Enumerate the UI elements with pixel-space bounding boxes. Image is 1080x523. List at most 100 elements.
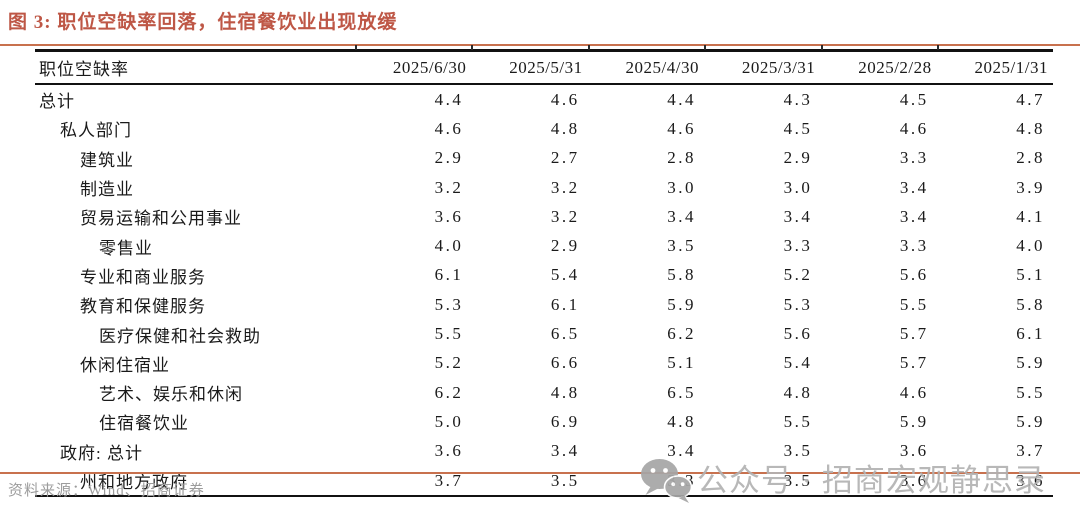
table-row: 休闲住宿业 5.2 6.6 5.1 5.4 5.7 5.9 xyxy=(35,349,1053,378)
cell-value: 2.8 xyxy=(667,148,696,168)
cell-value: 4.0 xyxy=(1016,236,1045,256)
watermark-text: 公众号 · 招商宏观静思录 xyxy=(697,463,1046,498)
column-tick xyxy=(588,45,590,50)
cell-value: 4.3 xyxy=(783,89,813,109)
cell-value: 4.4 xyxy=(434,89,464,109)
cell-value: 3.0 xyxy=(667,177,696,197)
cell-value: 4.6 xyxy=(667,118,696,138)
cell-value: 2.9 xyxy=(783,148,813,168)
table-row: 建筑业 2.9 2.7 2.8 2.9 3.3 2.8 xyxy=(35,144,1053,173)
column-tick xyxy=(471,45,473,50)
cell-value: 6.1 xyxy=(1016,324,1045,344)
cell-value: 5.6 xyxy=(783,324,813,344)
column-header-date-5: 2025/1/31 xyxy=(936,50,1053,85)
cell-value: 3.4 xyxy=(899,206,929,226)
wechat-icon xyxy=(641,459,692,503)
table-row: 医疗保健和社会救助 5.5 6.5 6.2 5.6 5.7 6.1 xyxy=(35,319,1053,348)
table-row: 零售业 4.0 2.9 3.5 3.3 3.3 4.0 xyxy=(35,231,1053,260)
cell-value: 3.4 xyxy=(667,206,696,226)
table-row: 贸易运输和公用事业 3.6 3.2 3.4 3.4 3.4 4.1 xyxy=(35,202,1053,231)
row-label: 医疗保健和社会救助 xyxy=(99,326,261,346)
cell-value: 4.7 xyxy=(1016,89,1045,109)
header-row: 职位空缺率 2025/6/30 2025/5/31 2025/4/30 2025/3/… xyxy=(35,50,1053,85)
table-header: 职位空缺率 2025/6/30 2025/5/31 2025/4/30 2025/3/… xyxy=(35,50,1053,85)
cell-value: 5.7 xyxy=(899,324,929,344)
vacancy-rate-table: 职位空缺率 2025/6/30 2025/5/31 2025/4/30 2025/3/… xyxy=(35,49,1053,498)
cell-value: 4.8 xyxy=(550,118,580,138)
row-label: 休闲住宿业 xyxy=(80,355,170,375)
row-label: 总计 xyxy=(39,92,75,112)
table-row: 住宿餐饮业 5.0 6.9 4.8 5.5 5.9 5.9 xyxy=(35,407,1053,436)
cell-value: 6.5 xyxy=(667,382,696,402)
row-label: 教育和保健服务 xyxy=(80,297,206,317)
cell-value: 4.6 xyxy=(899,382,929,402)
row-label: 私人部门 xyxy=(60,121,132,141)
cell-value: 3.2 xyxy=(550,177,580,197)
cell-value: 5.0 xyxy=(434,411,464,431)
cell-value: 3.0 xyxy=(783,177,813,197)
table-row: 私人部门 4.6 4.8 4.6 4.5 4.6 4.8 xyxy=(35,114,1053,143)
cell-value: 5.2 xyxy=(434,353,464,373)
cell-value: 4.5 xyxy=(899,89,929,109)
cell-value: 4.5 xyxy=(783,118,813,138)
cell-value: 3.9 xyxy=(1016,177,1045,197)
cell-value: 5.4 xyxy=(783,353,813,373)
cell-value: 5.5 xyxy=(783,411,813,431)
bottom-accent-rule xyxy=(0,472,1080,474)
cell-value: 5.6 xyxy=(899,265,929,285)
row-label: 政府: 总计 xyxy=(60,443,143,463)
cell-value: 3.3 xyxy=(899,236,929,256)
column-header-date-0: 2025/6/30 xyxy=(355,50,472,85)
cell-value: 5.5 xyxy=(1016,382,1045,402)
cell-value: 3.6 xyxy=(899,441,929,461)
column-tick xyxy=(704,45,706,50)
cell-value: 5.3 xyxy=(434,294,464,314)
column-header-date-3: 2025/3/31 xyxy=(703,50,821,85)
cell-value: 3.3 xyxy=(783,236,813,256)
column-tick xyxy=(937,45,939,50)
row-label: 贸易运输和公用事业 xyxy=(80,209,242,229)
cell-value: 3.6 xyxy=(434,206,464,226)
cell-value: 6.2 xyxy=(667,324,696,344)
table-body: 总计 4.4 4.6 4.4 4.3 4.5 4.7 私人部门 4.6 4.8 4.6 4.5 4.6 4… xyxy=(35,84,1053,496)
cell-value: 5.5 xyxy=(434,324,464,344)
cell-value: 3.4 xyxy=(899,177,929,197)
column-header-metric: 职位空缺率 xyxy=(35,50,355,85)
table-row: 艺术、娱乐和休闲 6.2 4.8 6.5 4.8 4.6 5.5 xyxy=(35,378,1053,407)
cell-value: 2.9 xyxy=(434,148,464,168)
cell-value: 5.1 xyxy=(667,353,696,373)
row-label: 制造业 xyxy=(80,180,134,200)
cell-value: 4.8 xyxy=(783,382,813,402)
cell-value: 5.3 xyxy=(783,294,813,314)
cell-value: 6.5 xyxy=(550,324,580,344)
cell-value: 2.9 xyxy=(550,236,580,256)
cell-value: 3.3 xyxy=(899,148,929,168)
vacancy-table-wrap: 职位空缺率 2025/6/30 2025/5/31 2025/4/30 2025/3/… xyxy=(35,45,1053,498)
cell-value: 3.5 xyxy=(783,470,813,490)
cell-value: 3.6 xyxy=(899,470,929,490)
cell-value: 3.4 xyxy=(667,441,696,461)
cell-value: 2.7 xyxy=(550,148,580,168)
figure-title: 图 3: 职位空缺率回落，住宿餐饮业出现放缓 xyxy=(8,12,398,33)
cell-value: 5.7 xyxy=(899,353,929,373)
table-row: 专业和商业服务 6.1 5.4 5.8 5.2 5.6 5.1 xyxy=(35,261,1053,290)
source-note: 资料来源：Wind、招商证券 xyxy=(8,483,205,499)
cell-value: 3.5 xyxy=(550,470,580,490)
top-accent-rule xyxy=(0,44,1080,46)
row-label: 建筑业 xyxy=(80,150,134,170)
table-row: 教育和保健服务 5.3 6.1 5.9 5.3 5.5 5.8 xyxy=(35,290,1053,319)
table-row: 制造业 3.2 3.2 3.0 3.0 3.4 3.9 xyxy=(35,173,1053,202)
cell-value: 6.2 xyxy=(434,382,464,402)
cell-value: 4.0 xyxy=(434,236,464,256)
cell-value: 5.1 xyxy=(1016,265,1045,285)
cell-value: 2.8 xyxy=(1016,148,1045,168)
row-label: 零售业 xyxy=(99,238,153,258)
cell-value: 5.4 xyxy=(550,265,580,285)
table-row: 政府: 总计 3.6 3.4 3.4 3.5 3.6 3.7 xyxy=(35,437,1053,466)
column-tick xyxy=(355,45,357,50)
cell-value: 4.6 xyxy=(434,118,464,138)
cell-value: 4.8 xyxy=(667,411,696,431)
cell-value: 4.6 xyxy=(550,89,580,109)
cell-value: 3.6 xyxy=(434,441,464,461)
cell-value: 6.9 xyxy=(550,411,580,431)
